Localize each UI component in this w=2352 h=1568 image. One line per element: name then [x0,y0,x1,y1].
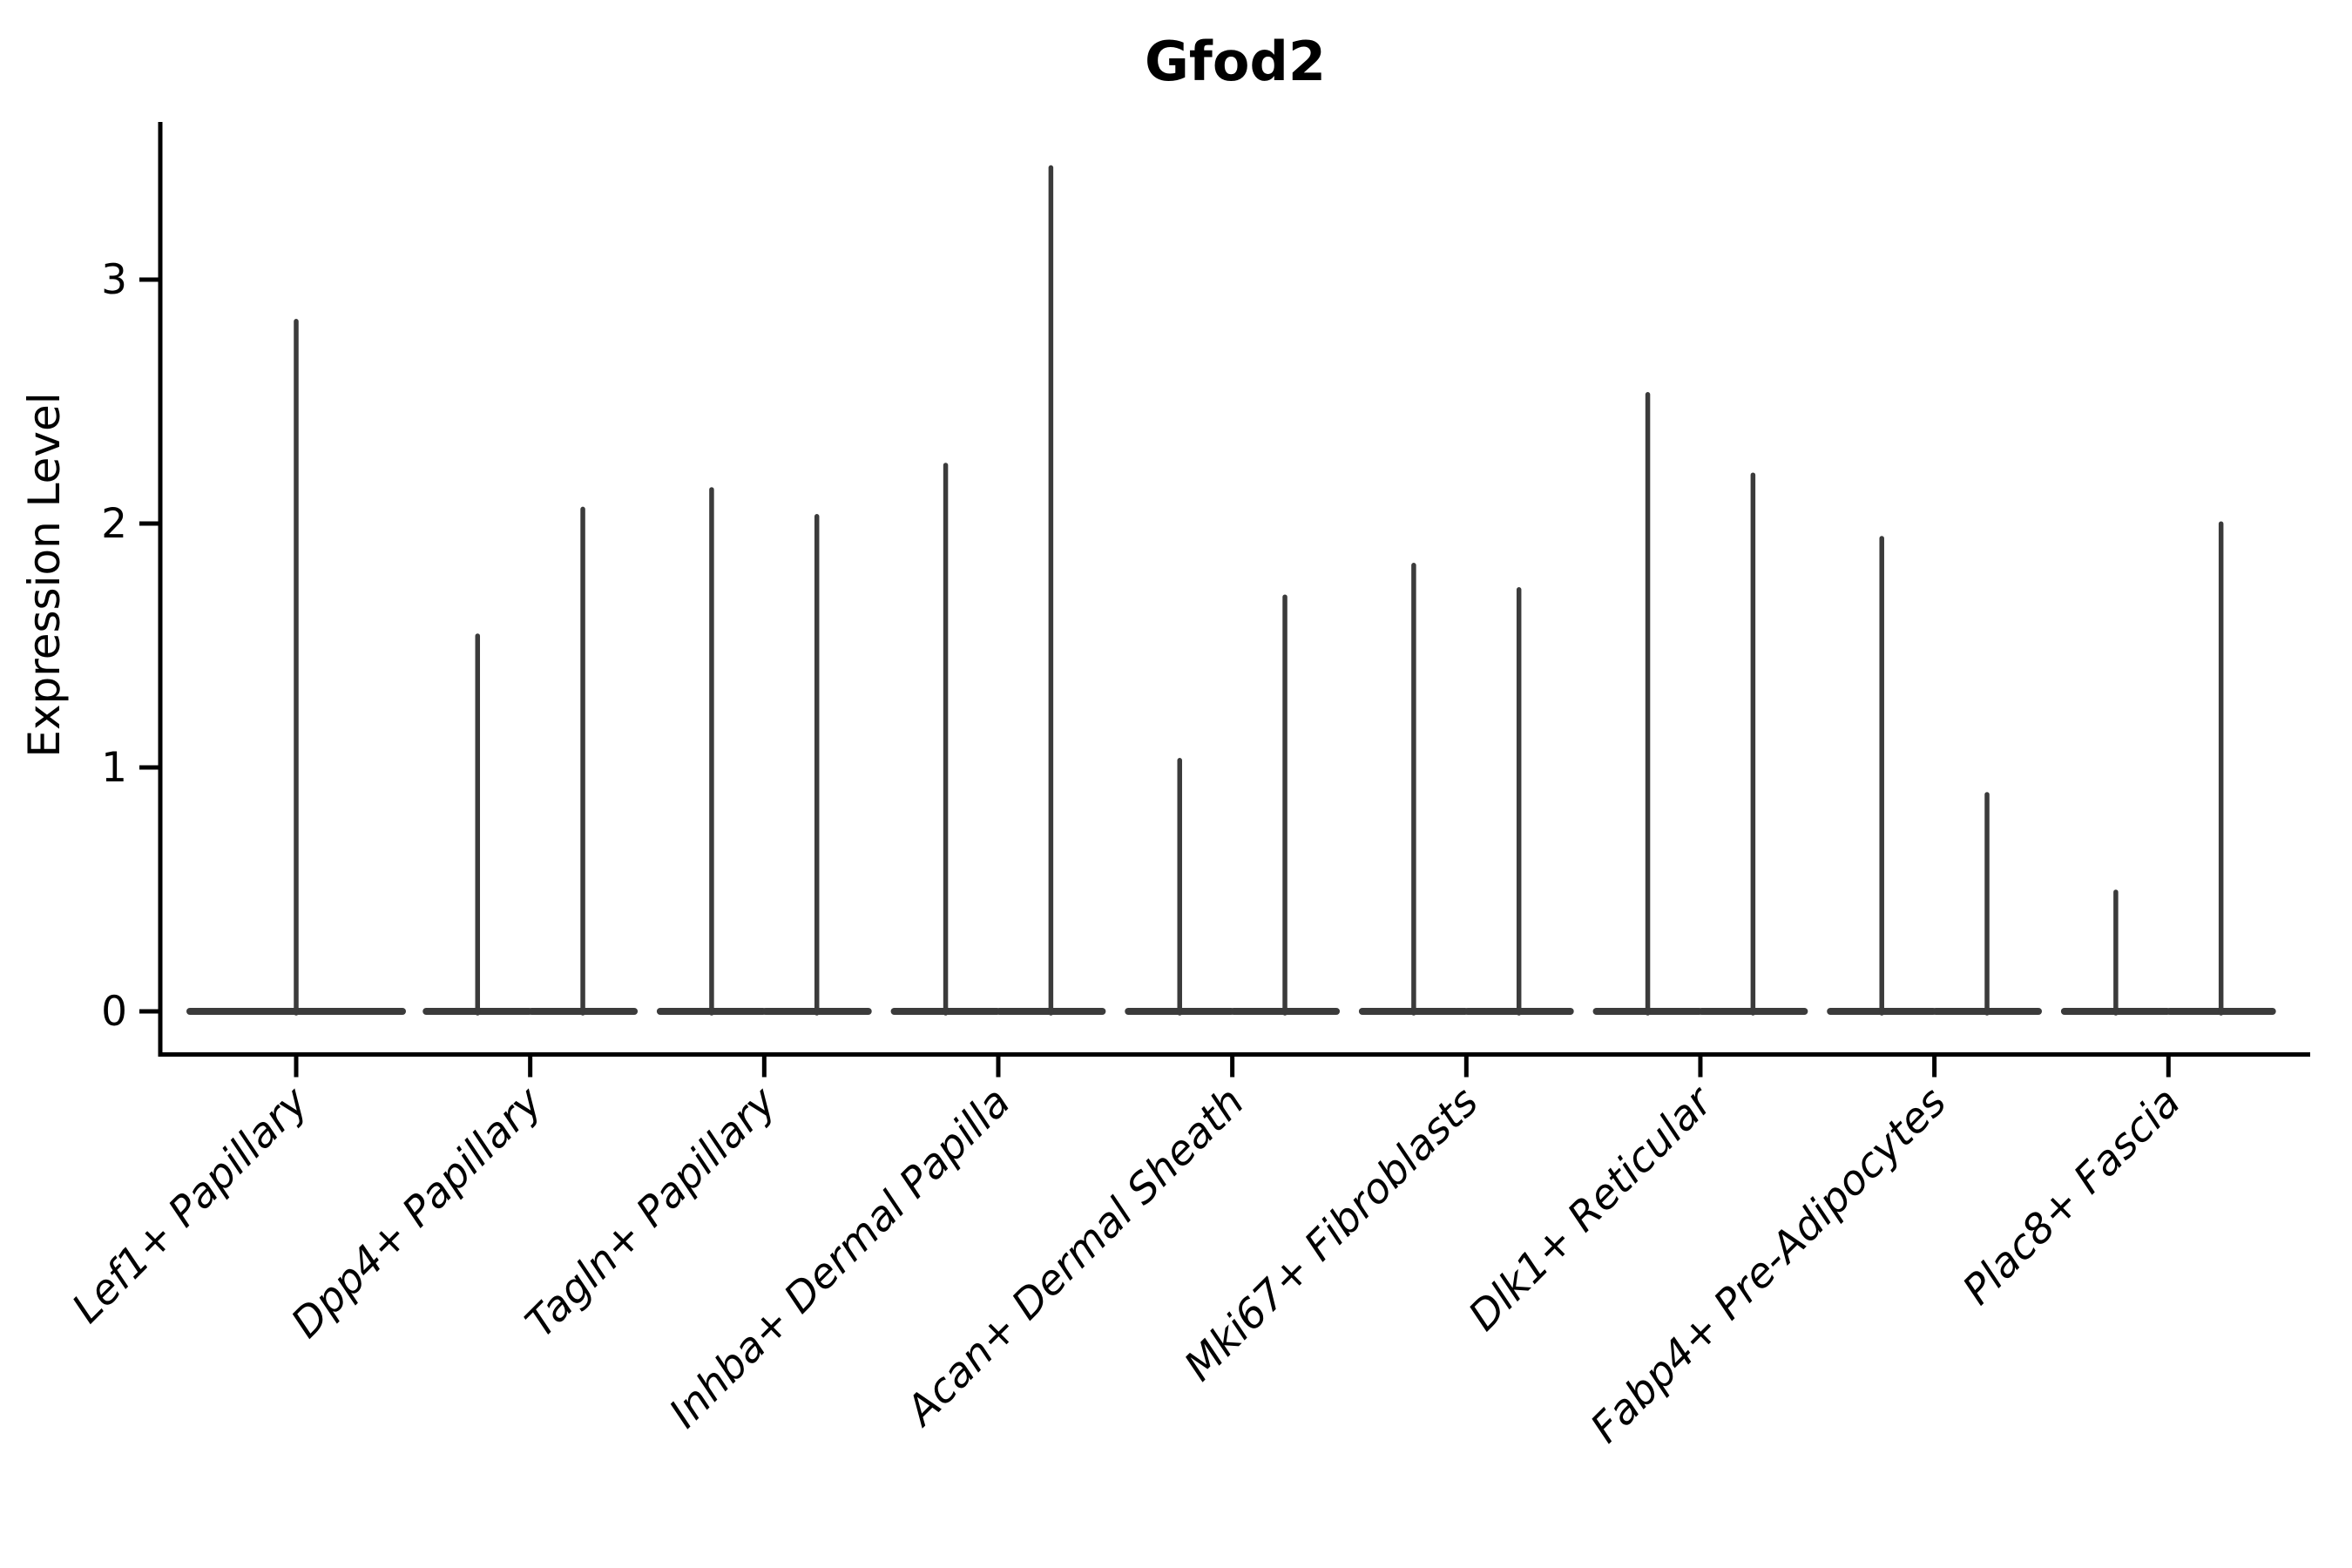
y-tick-label: 3 [101,256,127,304]
violin-group [890,165,1106,1016]
y-axis-ticks: 0 1 2 3 [101,256,160,1036]
violin-group [1125,594,1341,1016]
x-tick-label: Dpp4+ Papillary [282,1078,552,1348]
y-tick-label: 0 [101,988,127,1036]
violin-group [2060,521,2276,1016]
violin-group [1592,392,1808,1016]
y-tick-label: 2 [101,500,127,548]
violin-group [1827,536,2043,1016]
x-tick-label: Lef1+ Papillary [63,1078,318,1333]
x-tick-label: Plac8+ Fascia [1954,1078,2190,1315]
violins-layer [186,165,2276,1016]
y-tick-label: 1 [101,744,127,792]
x-tick-label: Dlk1+ Reticular [1460,1077,1724,1341]
chart-title: Gfod2 [1145,30,1326,93]
x-tick-label: Tagln+ Papillary [517,1078,787,1348]
violin-group [422,506,639,1016]
violin-group [186,319,406,1016]
violin-group [1358,563,1574,1016]
y-axis-label: Expression Level [19,392,70,757]
violin-group [656,487,872,1016]
